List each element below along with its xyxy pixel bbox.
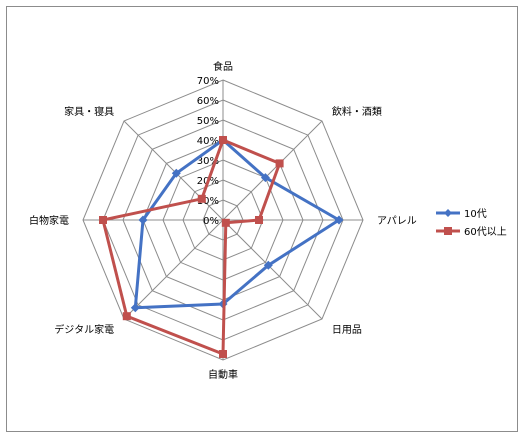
- tick-label: 40%: [197, 136, 219, 147]
- spoke-5: [123, 219, 224, 320]
- data-point: [130, 303, 140, 313]
- tick-label: 0%: [203, 216, 219, 227]
- legend-label: 60代以上: [464, 226, 507, 238]
- data-point: [171, 168, 181, 178]
- legend-label: 10代: [464, 208, 487, 220]
- legend-item: 60代以上: [436, 226, 507, 238]
- data-point: [219, 350, 227, 358]
- legend-marker: [444, 209, 452, 217]
- data-point: [99, 216, 107, 224]
- tick-label: 60%: [197, 96, 219, 107]
- data-point: [197, 194, 206, 203]
- legend-item: 10代: [436, 208, 487, 220]
- legend: 10代 60代以上: [436, 208, 507, 238]
- spoke-1: [222, 120, 323, 221]
- data-point: [275, 159, 284, 168]
- data-point: [255, 216, 263, 224]
- data-point: [260, 173, 270, 183]
- series-0: [130, 135, 344, 313]
- tick-label: 30%: [197, 156, 219, 167]
- tick-label: 50%: [197, 116, 219, 127]
- category-label: 飲料・酒類: [332, 105, 382, 118]
- data-point: [219, 136, 227, 144]
- category-label: 食品: [213, 60, 233, 73]
- data-series: [99, 135, 344, 358]
- data-point: [138, 215, 148, 225]
- category-label: 日用品: [332, 324, 362, 336]
- data-point: [263, 260, 273, 270]
- category-label: 家具・寝具: [64, 105, 114, 118]
- tick-label: 10%: [197, 196, 219, 207]
- data-point: [334, 215, 344, 225]
- category-label: デジタル家電: [54, 323, 114, 336]
- spoke-3: [222, 219, 323, 320]
- tick-label: 70%: [197, 76, 219, 87]
- data-point: [122, 312, 131, 321]
- category-label: 白物家電: [29, 214, 69, 227]
- legend-marker: [444, 227, 452, 235]
- category-label: アパレル: [377, 215, 417, 227]
- data-point: [221, 218, 230, 227]
- series-1: [99, 136, 284, 358]
- category-label: 自動車: [208, 368, 238, 381]
- spoke-7: [123, 120, 224, 221]
